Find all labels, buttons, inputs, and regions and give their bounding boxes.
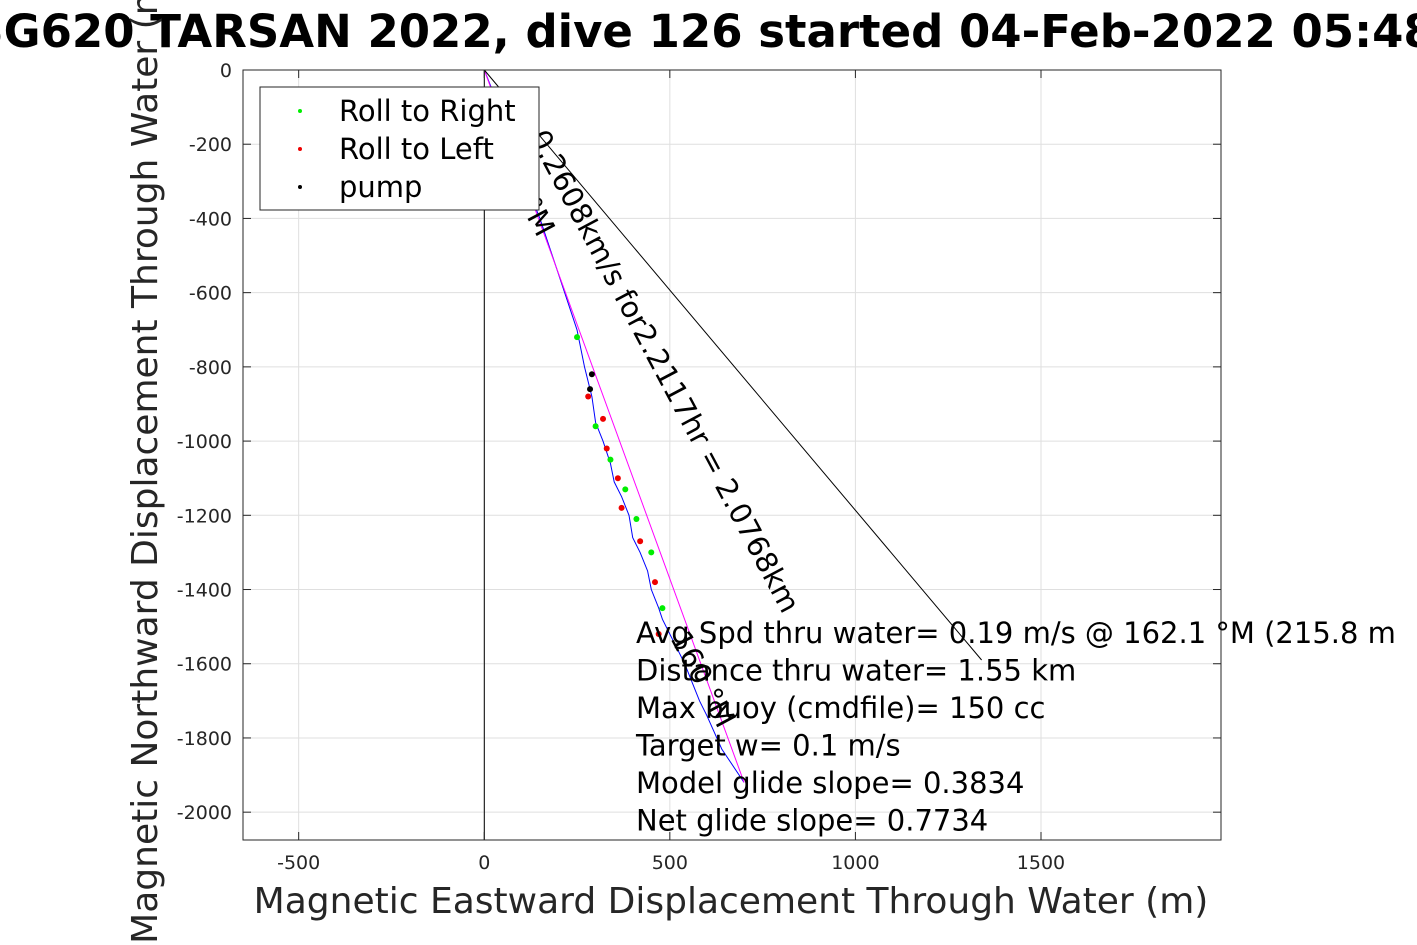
legend-label: Roll to Right — [339, 94, 516, 128]
pump-point — [587, 386, 594, 393]
roll-left-point — [585, 393, 592, 400]
y-tick-label: -200 — [189, 134, 232, 156]
axes-border — [242, 69, 1222, 841]
x-tick-label: 0 — [478, 852, 490, 874]
roll-right-point — [659, 605, 666, 612]
roll-left-point — [600, 415, 607, 422]
y-tick-label: -800 — [189, 357, 232, 379]
y-tick-label: -1400 — [177, 580, 232, 602]
annotation-line: Net glide slope= 0.7734 — [636, 804, 988, 838]
roll-right-point — [648, 549, 655, 556]
y-tick-label: -600 — [189, 283, 232, 305]
roll-right-point — [607, 456, 614, 463]
roll-left-point — [614, 475, 621, 482]
ticks: -500 0 500 1000 1500 0 -200 -400 -600 -800 -1000 -1… — [177, 60, 1221, 874]
x-tick-label: 500 — [652, 852, 688, 874]
annotation-block: Avg Spd thru water= 0.19 m/s @ 162.1 °M … — [635, 616, 1396, 838]
series-heading-line — [483, 69, 982, 661]
roll-right-point — [622, 486, 629, 493]
annotation-line: Max buoy (cmdfile)= 150 cc — [636, 691, 1045, 725]
annotation-line: Avg Spd thru water= 0.19 m/s @ 162.1 °M … — [636, 616, 1396, 650]
roll-left-point — [603, 445, 610, 452]
marker-layer — [574, 334, 666, 638]
roll-left-point — [618, 504, 625, 511]
y-tick-label: -400 — [189, 208, 232, 230]
roll-left-point — [651, 579, 658, 586]
y-tick-label: -1000 — [177, 431, 232, 453]
x-tick-label: 1500 — [1017, 852, 1065, 874]
legend: Roll to Right Roll to Left pump — [259, 86, 540, 211]
roll-left-point — [637, 538, 644, 545]
legend-box — [259, 86, 540, 211]
series-track — [483, 69, 745, 783]
legend-label: pump — [339, 170, 422, 204]
roll-right-point — [633, 516, 640, 523]
x-axis-label: Magnetic Eastward Displacement Through W… — [254, 881, 1209, 922]
y-tick-label: -1600 — [177, 654, 232, 676]
legend-marker — [298, 109, 302, 113]
y-tick-label: -2000 — [177, 802, 232, 824]
grid — [243, 69, 1221, 840]
roll-right-point — [592, 423, 599, 430]
y-axis-label: Magnetic Northward Displacement Through … — [125, 0, 166, 944]
chart-title: SG620 TARSAN 2022, dive 126 started 04-F… — [0, 5, 1417, 58]
x-tick-label: 1000 — [831, 852, 879, 874]
x-tick-label: -500 — [277, 852, 320, 874]
annotation-line: Distance thru water= 1.55 km — [636, 654, 1076, 688]
annotation-line: Model glide slope= 0.3834 — [636, 766, 1024, 800]
legend-marker — [298, 147, 302, 151]
legend-marker — [298, 185, 302, 189]
legend-label: Roll to Left — [339, 132, 494, 166]
pump-point — [588, 371, 595, 378]
y-tick-label: -1200 — [177, 505, 232, 527]
roll-right-point — [574, 334, 581, 341]
annotation-line: Target w= 0.1 m/s — [635, 729, 901, 763]
y-tick-label: 0 — [220, 60, 232, 82]
roll-left-point — [655, 631, 662, 638]
y-tick-label: -1800 — [177, 728, 232, 750]
